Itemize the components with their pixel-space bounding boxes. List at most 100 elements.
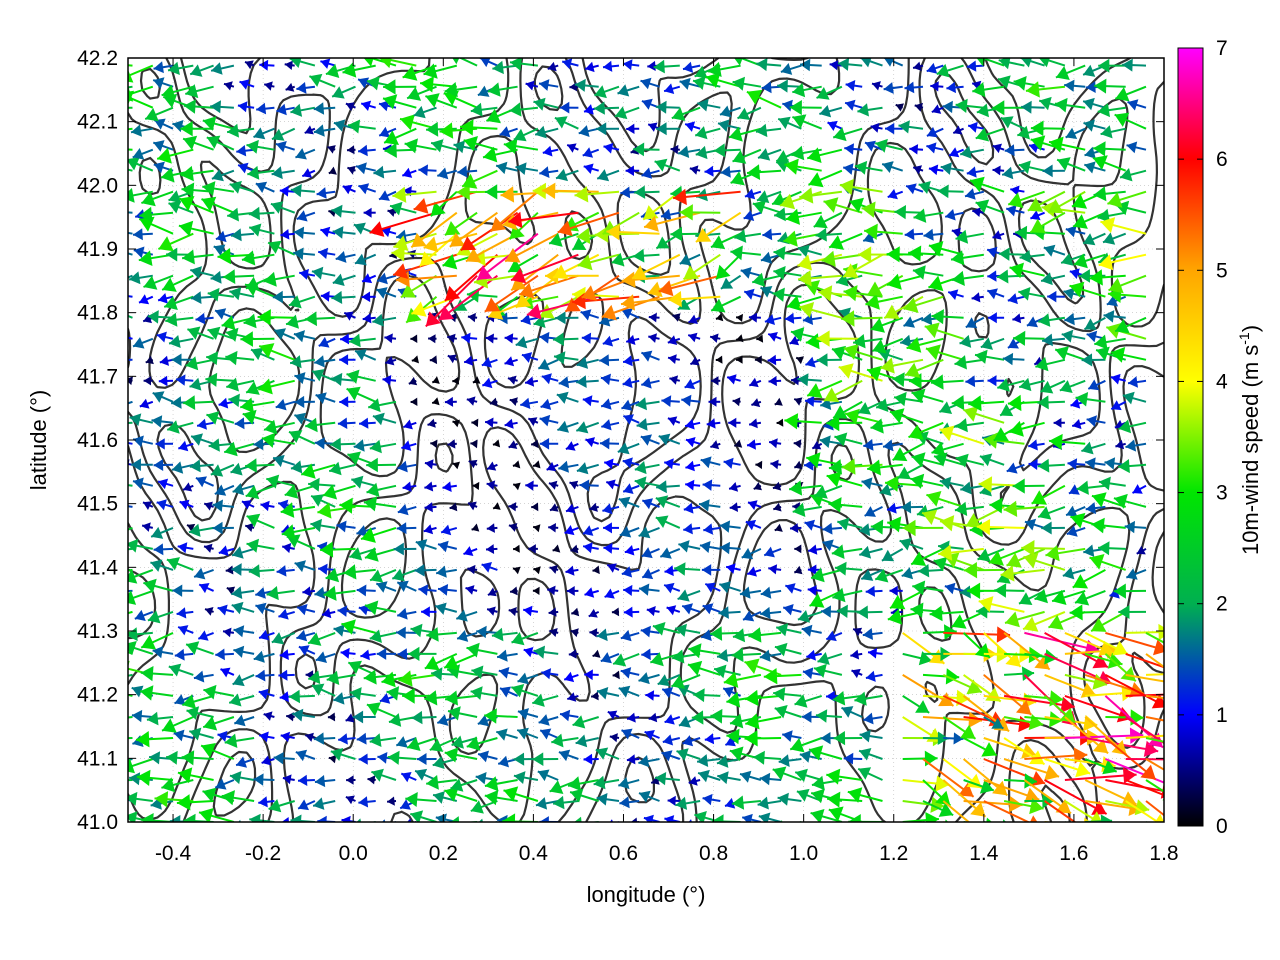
x-tick-label: 1.2	[879, 842, 908, 865]
wind-vector	[408, 646, 437, 661]
wind-vector	[636, 418, 660, 431]
wind-vector	[1004, 610, 1045, 628]
wind-vector	[437, 714, 458, 726]
wind-vector	[641, 547, 660, 559]
wind-vector	[1145, 694, 1164, 700]
wind-vector	[819, 435, 843, 448]
wind-vector	[337, 417, 356, 429]
wind-vector	[593, 101, 620, 115]
wind-vector	[675, 623, 701, 637]
wind-vector	[513, 771, 539, 784]
wind-vector	[579, 479, 599, 492]
wind-vector	[186, 706, 214, 720]
wind-vector	[1069, 281, 1106, 298]
wind-vector	[954, 501, 984, 516]
wind-vector	[728, 482, 741, 492]
wind-vector	[181, 750, 214, 766]
wind-vector	[398, 670, 437, 687]
wind-vector	[369, 211, 437, 237]
wind-vector	[604, 588, 620, 599]
wind-vector	[946, 81, 964, 94]
wind-vector	[260, 500, 275, 512]
wind-vector	[806, 147, 843, 163]
wind-vector	[429, 737, 458, 752]
wind-vector	[261, 432, 295, 448]
wind-vector	[539, 728, 559, 740]
wind-vector	[171, 353, 194, 366]
wind-vector	[331, 290, 356, 304]
wind-vector	[128, 441, 133, 445]
wind-vector	[716, 755, 741, 768]
wind-vector	[698, 499, 721, 512]
wind-vector	[366, 482, 397, 497]
wind-vector	[583, 753, 599, 765]
wind-vector	[437, 540, 458, 553]
wind-vector	[685, 460, 701, 472]
wind-vector	[726, 374, 741, 385]
wind-vector	[428, 334, 437, 344]
wind-vector	[694, 126, 721, 140]
wind-vector	[606, 479, 620, 490]
wind-vector	[470, 102, 498, 117]
wind-vector	[844, 99, 863, 111]
wind-vector	[479, 58, 498, 68]
wind-vector	[139, 685, 174, 701]
wind-vector	[617, 442, 640, 455]
wind-vector	[922, 779, 952, 807]
wind-vector	[626, 754, 640, 765]
wind-vector	[450, 778, 478, 792]
wind-vector	[574, 78, 599, 92]
wind-vector	[1094, 334, 1126, 350]
wind-vector	[316, 187, 336, 199]
wind-vector	[911, 388, 944, 404]
wind-vector	[1021, 100, 1045, 114]
wind-vector	[297, 799, 316, 811]
wind-vector	[155, 438, 174, 450]
wind-vector	[893, 391, 924, 407]
wind-vector	[622, 59, 640, 71]
wind-vector	[237, 101, 255, 113]
wind-vector	[548, 232, 579, 247]
wind-vector	[1100, 217, 1147, 235]
wind-vector	[792, 82, 822, 98]
wind-vector	[658, 433, 681, 446]
wind-vector	[293, 226, 315, 239]
wind-vector	[912, 165, 924, 175]
wind-vector	[767, 332, 782, 342]
colorbar-tick-label: 1	[1216, 704, 1228, 727]
wind-vector	[843, 344, 883, 361]
wind-vector	[382, 94, 417, 110]
wind-vector	[704, 165, 721, 177]
wind-vector	[400, 274, 438, 299]
wind-vector	[540, 398, 559, 410]
wind-vector	[1125, 568, 1147, 580]
wind-vector	[713, 143, 741, 158]
y-tick-label: 42.0	[77, 174, 118, 197]
wind-vector	[128, 336, 133, 340]
wind-vector	[557, 420, 579, 433]
wind-vector	[368, 398, 397, 413]
wind-vector	[611, 607, 620, 617]
wind-vector	[207, 326, 235, 340]
wind-vector	[784, 312, 802, 324]
wind-vector	[851, 668, 863, 679]
wind-vector	[465, 585, 478, 595]
y-tick-label: 41.2	[77, 684, 118, 707]
wind-vector	[190, 266, 214, 279]
wind-vector	[760, 251, 782, 264]
wind-vector	[763, 546, 782, 558]
wind-vector	[138, 216, 174, 235]
wind-vector	[729, 502, 741, 512]
x-tick-label: 1.4	[969, 842, 999, 865]
wind-vector	[294, 560, 316, 573]
wind-vector	[719, 520, 741, 533]
wind-vector	[784, 158, 822, 175]
wind-vector	[397, 460, 417, 473]
y-tick-label: 41.3	[77, 620, 118, 643]
wind-vector	[802, 313, 822, 325]
wind-vector	[802, 667, 822, 680]
wind-vector	[295, 148, 316, 160]
wind-vector	[601, 419, 620, 431]
wind-vector	[1000, 565, 1045, 582]
wind-vector	[421, 606, 437, 618]
